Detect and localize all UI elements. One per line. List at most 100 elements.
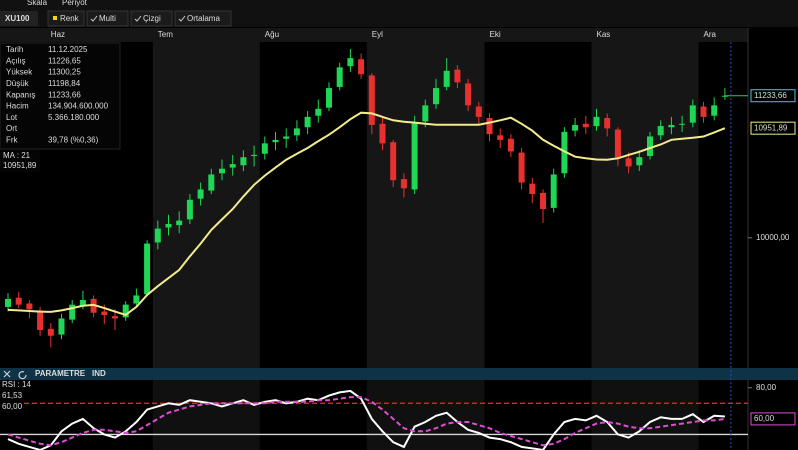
x-tick-label: Ağu (265, 30, 279, 39)
button-label: Multi (99, 14, 116, 23)
candle-body (411, 122, 418, 190)
x-tick-label: Eyl (372, 30, 383, 39)
candle-body (422, 105, 429, 122)
candle-body (122, 304, 129, 318)
info-value: 11233,66 (48, 90, 81, 99)
candle-body (5, 298, 11, 307)
info-label: Lot (6, 113, 18, 122)
y-tick-label: 80,00 (756, 383, 777, 392)
month-band (366, 42, 485, 368)
info-panel-bg (0, 42, 121, 150)
price-plot (5, 48, 728, 348)
candle-body (283, 136, 290, 139)
info-label: Ort (6, 124, 18, 133)
candle-body (433, 88, 439, 105)
info-value: 39,78 (%0,36) (48, 136, 99, 145)
info-label: Açılış (6, 56, 26, 65)
candle-body (47, 328, 54, 336)
month-band (591, 380, 699, 450)
candle-body (15, 297, 22, 305)
candle-body (604, 118, 611, 129)
info-label: Hacim (6, 102, 29, 111)
candle-body (165, 224, 172, 228)
candle-body (186, 199, 193, 220)
button-icon (178, 15, 186, 22)
rsi-title: RSI : 14 (2, 380, 31, 389)
info-label: Frk (6, 136, 19, 145)
candle-body (507, 138, 514, 152)
month-band (152, 42, 260, 368)
candle-body (529, 183, 536, 195)
info-label: Tarih (6, 45, 23, 54)
candle-body (208, 174, 215, 191)
candle-body (326, 88, 332, 108)
candle-body (144, 243, 151, 295)
y-tick-label: 10000,00 (756, 233, 790, 242)
x-tick-label: Tem (158, 30, 173, 39)
candle-body (572, 124, 579, 131)
info-value: 11198,84 (48, 79, 81, 88)
candle-body (379, 123, 386, 144)
candle-body (272, 139, 279, 143)
candle-body (197, 189, 204, 199)
candle-body (390, 142, 397, 181)
candle-body (465, 83, 472, 106)
button-bg (174, 10, 232, 27)
price-label: 60,00 (754, 414, 775, 423)
menu-item: Skala (27, 0, 48, 7)
legend-name: MA : 21 (3, 151, 31, 160)
info-value: 11300,25 (48, 68, 81, 77)
candle-body (261, 143, 268, 154)
price-label: 10951,89 (754, 123, 788, 132)
button-bg (47, 10, 85, 27)
toolbar-button[interactable]: Renk (47, 10, 85, 27)
candle-body (711, 105, 718, 116)
toolbar-button[interactable]: Çizgi (130, 10, 173, 27)
candle-body (657, 126, 664, 136)
candle-body (219, 168, 225, 174)
legend-value: 10951,89 (3, 161, 37, 170)
info-value: 11.12.2025 (48, 45, 88, 54)
candle-body (176, 220, 183, 226)
x-tick-label: Kas (597, 30, 611, 39)
rsi-line (7, 396, 726, 447)
candle-body (229, 164, 236, 168)
info-label: Yüksek (6, 68, 33, 77)
toolbar-button[interactable]: Multi (86, 10, 129, 27)
button-icon (134, 15, 142, 22)
month-band (366, 380, 485, 450)
candle-body (347, 58, 354, 67)
rsi-legend-bg (0, 380, 24, 413)
candle-body (625, 158, 632, 167)
candle-body (475, 106, 482, 117)
candle-body (69, 304, 76, 320)
candle-body (154, 228, 161, 243)
candle-body (679, 123, 686, 125)
info-label: Düşük (6, 79, 30, 88)
candle-body (112, 316, 118, 319)
candle-body (58, 318, 65, 335)
button-icon (53, 16, 57, 20)
rsi-readout: 60,00 (2, 402, 23, 411)
candle-body (101, 311, 108, 316)
panel-label: PARAMETRE (35, 369, 86, 378)
button-bg (86, 10, 129, 27)
candle-body (561, 131, 568, 174)
panel-bar (0, 368, 798, 380)
candle-body (486, 118, 493, 135)
info-value: 5.366.180.000 (48, 113, 100, 122)
candle-body (647, 136, 653, 157)
candle-body (304, 116, 311, 128)
toolbar-button[interactable]: Ortalama (174, 10, 232, 27)
rsi-plot (0, 389, 748, 450)
candle-body (540, 192, 546, 210)
candle-body (593, 116, 600, 127)
price-label-box (750, 121, 796, 135)
x-tick-label: Ara (704, 30, 717, 39)
candle-body (443, 70, 450, 87)
candle-body (689, 105, 696, 123)
panel-icons[interactable] (3, 370, 27, 380)
rsi-line (7, 389, 725, 450)
candle-body (668, 124, 675, 128)
